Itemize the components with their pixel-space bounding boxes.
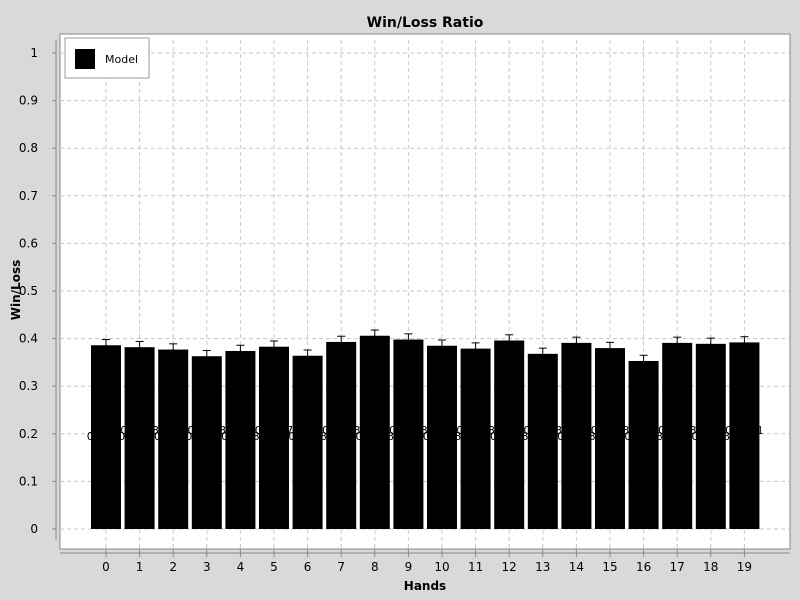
bar <box>393 339 424 529</box>
bars: 0.38600.38180.37700.36280.37380.38270.36… <box>87 329 764 529</box>
legend-label: Model <box>105 53 138 66</box>
data-label: 0.3788 <box>456 424 495 437</box>
bar <box>460 348 491 529</box>
bar <box>124 347 155 529</box>
bar <box>292 355 323 529</box>
bar <box>628 360 659 529</box>
bar <box>729 342 760 529</box>
data-label: 0.3678 <box>524 424 563 437</box>
x-tick-label: 11 <box>468 560 483 574</box>
x-tick-label: 1 <box>136 560 144 574</box>
data-label: 0.3770 <box>154 430 193 443</box>
bar <box>359 335 390 529</box>
x-tick-label: 5 <box>270 560 278 574</box>
bar <box>561 342 592 529</box>
bar <box>326 341 357 529</box>
y-tick-label: 0.4 <box>19 332 38 346</box>
y-tick-label: 0.8 <box>19 141 38 155</box>
y-axis-label: Win/Loss <box>9 260 23 320</box>
y-tick-label: 0.3 <box>19 379 38 393</box>
data-label: 0.3628 <box>188 424 227 437</box>
bar <box>158 349 189 529</box>
bar <box>595 348 625 529</box>
data-label: 0.3921 <box>725 424 764 437</box>
x-tick-label: 18 <box>703 560 718 574</box>
data-label: 0.3638 <box>288 430 327 443</box>
x-tick-label: 3 <box>203 560 211 574</box>
bar <box>695 343 726 529</box>
y-tick-label: 1 <box>30 46 38 60</box>
y-tick-label: 0.5 <box>19 284 38 298</box>
data-label: 0.3888 <box>692 430 731 443</box>
x-tick-label: 10 <box>434 560 449 574</box>
data-label: 0.3827 <box>255 424 294 437</box>
legend-swatch <box>75 49 95 69</box>
x-tick-label: 15 <box>602 560 617 574</box>
bar <box>91 345 121 529</box>
x-tick-label: 9 <box>405 560 413 574</box>
data-label: 0.3908 <box>658 424 697 437</box>
x-tick-label: 6 <box>304 560 312 574</box>
x-tick-label: 8 <box>371 560 379 574</box>
x-tick-label: 7 <box>337 560 345 574</box>
data-label: 0.3958 <box>490 430 529 443</box>
x-tick-label: 4 <box>237 560 245 574</box>
y-tick-label: 0.6 <box>19 236 38 250</box>
data-label: 0.3818 <box>120 424 159 437</box>
x-tick-label: 16 <box>636 560 651 574</box>
y-tick-label: 0.2 <box>19 427 38 441</box>
data-label: 0.3528 <box>624 430 663 443</box>
legend: Model <box>64 37 150 79</box>
x-tick-label: 14 <box>569 560 584 574</box>
x-axis: 0 1 2 3 4 5 6 7 8 9 10 11 12 13 14 15 16 17 18 19 <box>60 549 790 574</box>
data-label: 0.3848 <box>423 430 462 443</box>
x-axis-label: Hands <box>404 579 446 593</box>
y-tick-label: 0.9 <box>19 94 38 108</box>
data-label: 0.3860 <box>87 430 126 443</box>
data-label: 0.3738 <box>221 430 260 443</box>
data-label: 0.3928 <box>322 424 361 437</box>
x-tick-label: 19 <box>737 560 752 574</box>
bar <box>427 345 457 529</box>
bar <box>259 346 289 529</box>
chart-title: Win/Loss Ratio <box>367 15 484 31</box>
bar <box>191 356 222 529</box>
x-tick-label: 12 <box>502 560 517 574</box>
data-label: 0.3978 <box>389 424 428 437</box>
bar <box>494 340 525 529</box>
y-tick-label: 0.1 <box>19 474 38 488</box>
x-tick-label: 13 <box>535 560 550 574</box>
x-tick-label: 2 <box>169 560 177 574</box>
x-tick-label: 17 <box>670 560 685 574</box>
x-tick-label: 0 <box>102 560 110 574</box>
y-tick-label: 0 <box>30 522 38 536</box>
bar <box>662 342 693 529</box>
data-label: 0.3908 <box>557 430 596 443</box>
y-axis: 0 0.1 0.2 0.3 0.4 0.5 0.6 0.7 0.8 0.9 1 <box>19 40 57 540</box>
data-label: 0.3798 <box>591 424 630 437</box>
y-tick-label: 0.7 <box>19 189 38 203</box>
grid <box>60 40 790 549</box>
bar <box>225 350 256 529</box>
data-label: 0.4058 <box>356 430 395 443</box>
bar <box>527 353 558 529</box>
